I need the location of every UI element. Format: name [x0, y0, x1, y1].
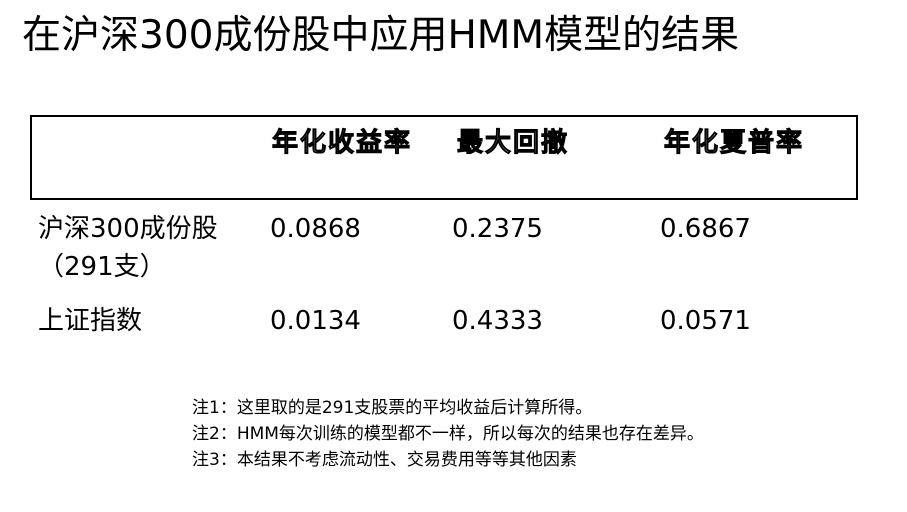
footnote-2: 注2：HMM每次训练的模型都不一样，所以每次的结果也存在差异。 [192, 424, 704, 444]
footnotes: 注1：这里取的是291支股票的平均收益后计算所得。 注2：HMM每次训练的模型都… [192, 395, 704, 473]
results-table: 年化收益率 最大回撤 年化夏普率 沪深300成份股（291支） 0.0868 0… [30, 115, 858, 352]
table-header-row: 年化收益率 最大回撤 年化夏普率 [30, 115, 858, 200]
cell-annual-return: 0.0868 [270, 214, 361, 244]
footnote-3: 注3：本结果不考虑流动性、交易费用等等其他因素 [192, 450, 577, 470]
header-annual-sharpe: 年化夏普率 [664, 128, 805, 159]
cell-max-drawdown: 0.4333 [452, 306, 543, 336]
cell-annual-sharpe: 0.6867 [660, 214, 751, 244]
row-label-hs300: 沪深300成份股（291支） [38, 214, 218, 282]
cell-max-drawdown: 0.2375 [452, 214, 543, 244]
cell-annual-sharpe: 0.0571 [660, 306, 751, 336]
table-row: 沪深300成份股（291支） 0.0868 0.2375 0.6867 [30, 200, 858, 292]
footnote-1: 注1：这里取的是291支股票的平均收益后计算所得。 [192, 398, 593, 418]
header-max-drawdown: 最大回撤 [457, 128, 570, 159]
table-row: 上证指数 0.0134 0.4333 0.0571 [30, 292, 858, 352]
row-label-sse-index: 上证指数 [38, 306, 143, 336]
header-annual-return: 年化收益率 [272, 128, 413, 159]
cell-annual-return: 0.0134 [270, 306, 361, 336]
page-title: 在沪深300成份股中应用HMM模型的结果 [22, 13, 740, 58]
